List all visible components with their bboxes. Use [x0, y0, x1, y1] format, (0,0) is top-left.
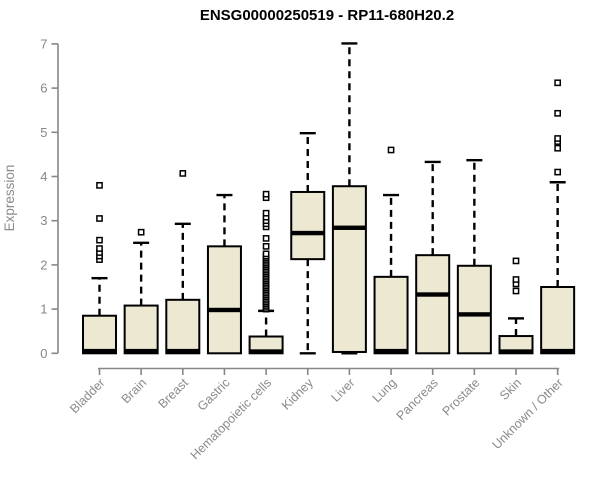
x-tick-label: Gastric: [195, 376, 233, 414]
median-line: [124, 348, 158, 354]
x-tick-label: Skin: [497, 376, 524, 403]
median-line: [83, 348, 116, 354]
median-line: [541, 348, 575, 354]
outlier-point: [96, 215, 103, 222]
median-line: [249, 349, 283, 354]
boxplot-group-pancreas: [415, 160, 451, 355]
outlier-point: [554, 168, 561, 176]
chart-title: ENSG00000250519 - RP11-680H20.2: [199, 7, 455, 24]
box-rect: [82, 314, 117, 355]
boxplot-group-skin: [498, 257, 534, 355]
box-rect: [123, 304, 159, 355]
x-tick-label: Kidney: [279, 375, 316, 412]
boxplot-group-liver: [331, 42, 367, 355]
median-line: [207, 307, 241, 313]
y-tick-label: 0: [40, 346, 47, 361]
x-tick-label: Brain: [119, 376, 150, 407]
outlier-point: [262, 235, 270, 242]
box-rect: [331, 185, 367, 353]
x-tick-label: Pancreas: [394, 376, 441, 423]
outlier-point: [554, 144, 561, 152]
box-rect: [540, 286, 576, 355]
median-line: [332, 225, 366, 230]
x-tick-label: Prostate: [440, 376, 483, 419]
y-tick-label: 3: [40, 213, 47, 228]
median-line: [416, 292, 450, 297]
boxplot-group-lung: [373, 146, 409, 355]
y-axis-title: Expression: [2, 165, 17, 232]
x-tick-label: Hematopoietic cells: [188, 376, 275, 463]
box-rect: [290, 190, 326, 261]
boxplot-group-brain: [123, 228, 159, 355]
y-tick-label: 1: [40, 302, 47, 317]
outlier-point: [262, 250, 270, 258]
outlier-point: [262, 190, 270, 198]
boxplot-group-gastric: [206, 193, 242, 355]
boxplot-group-breast: [165, 170, 201, 355]
box-rect: [373, 275, 409, 355]
boxplot-group-prostate: [456, 158, 492, 355]
x-tick-label: Breast: [155, 375, 191, 411]
outlier-point: [512, 287, 520, 295]
y-tick-label: 6: [40, 81, 47, 96]
box-rect: [206, 245, 242, 355]
outlier-point: [262, 209, 270, 217]
median-line: [166, 348, 200, 354]
median-line: [499, 349, 533, 354]
y-tick-label: 7: [40, 36, 47, 51]
boxplot-group-bladder: [82, 181, 117, 355]
outlier-point: [387, 146, 395, 154]
boxplot-group-hematopoietic-cells: [248, 190, 284, 355]
outlier-point: [554, 109, 561, 117]
outlier-point: [554, 79, 561, 87]
boxplot-group-kidney: [290, 131, 326, 355]
median-line: [457, 312, 491, 317]
outlier-point: [137, 228, 145, 236]
y-tick-label: 4: [40, 169, 47, 184]
outlier-point: [96, 245, 103, 252]
outlier-point: [179, 170, 187, 177]
outlier-point: [554, 135, 561, 142]
x-tick-label: Lung: [370, 376, 400, 406]
outlier-point: [512, 257, 520, 265]
y-tick-label: 5: [40, 125, 47, 140]
outlier-point: [512, 276, 520, 283]
x-tick-label: Unknown / Other: [490, 376, 566, 452]
median-line: [291, 230, 325, 236]
outlier-point: [96, 236, 103, 244]
boxplot-group-unknown-other: [540, 79, 576, 355]
x-tick-label: Bladder: [67, 376, 107, 416]
median-line: [374, 348, 408, 354]
outlier-point: [96, 181, 103, 189]
y-tick-label: 2: [40, 257, 47, 272]
box-rect: [415, 254, 451, 355]
x-tick-label: Liver: [328, 376, 357, 405]
box-rect: [165, 298, 201, 355]
outlier-point: [262, 242, 270, 250]
box-rect: [456, 264, 492, 355]
